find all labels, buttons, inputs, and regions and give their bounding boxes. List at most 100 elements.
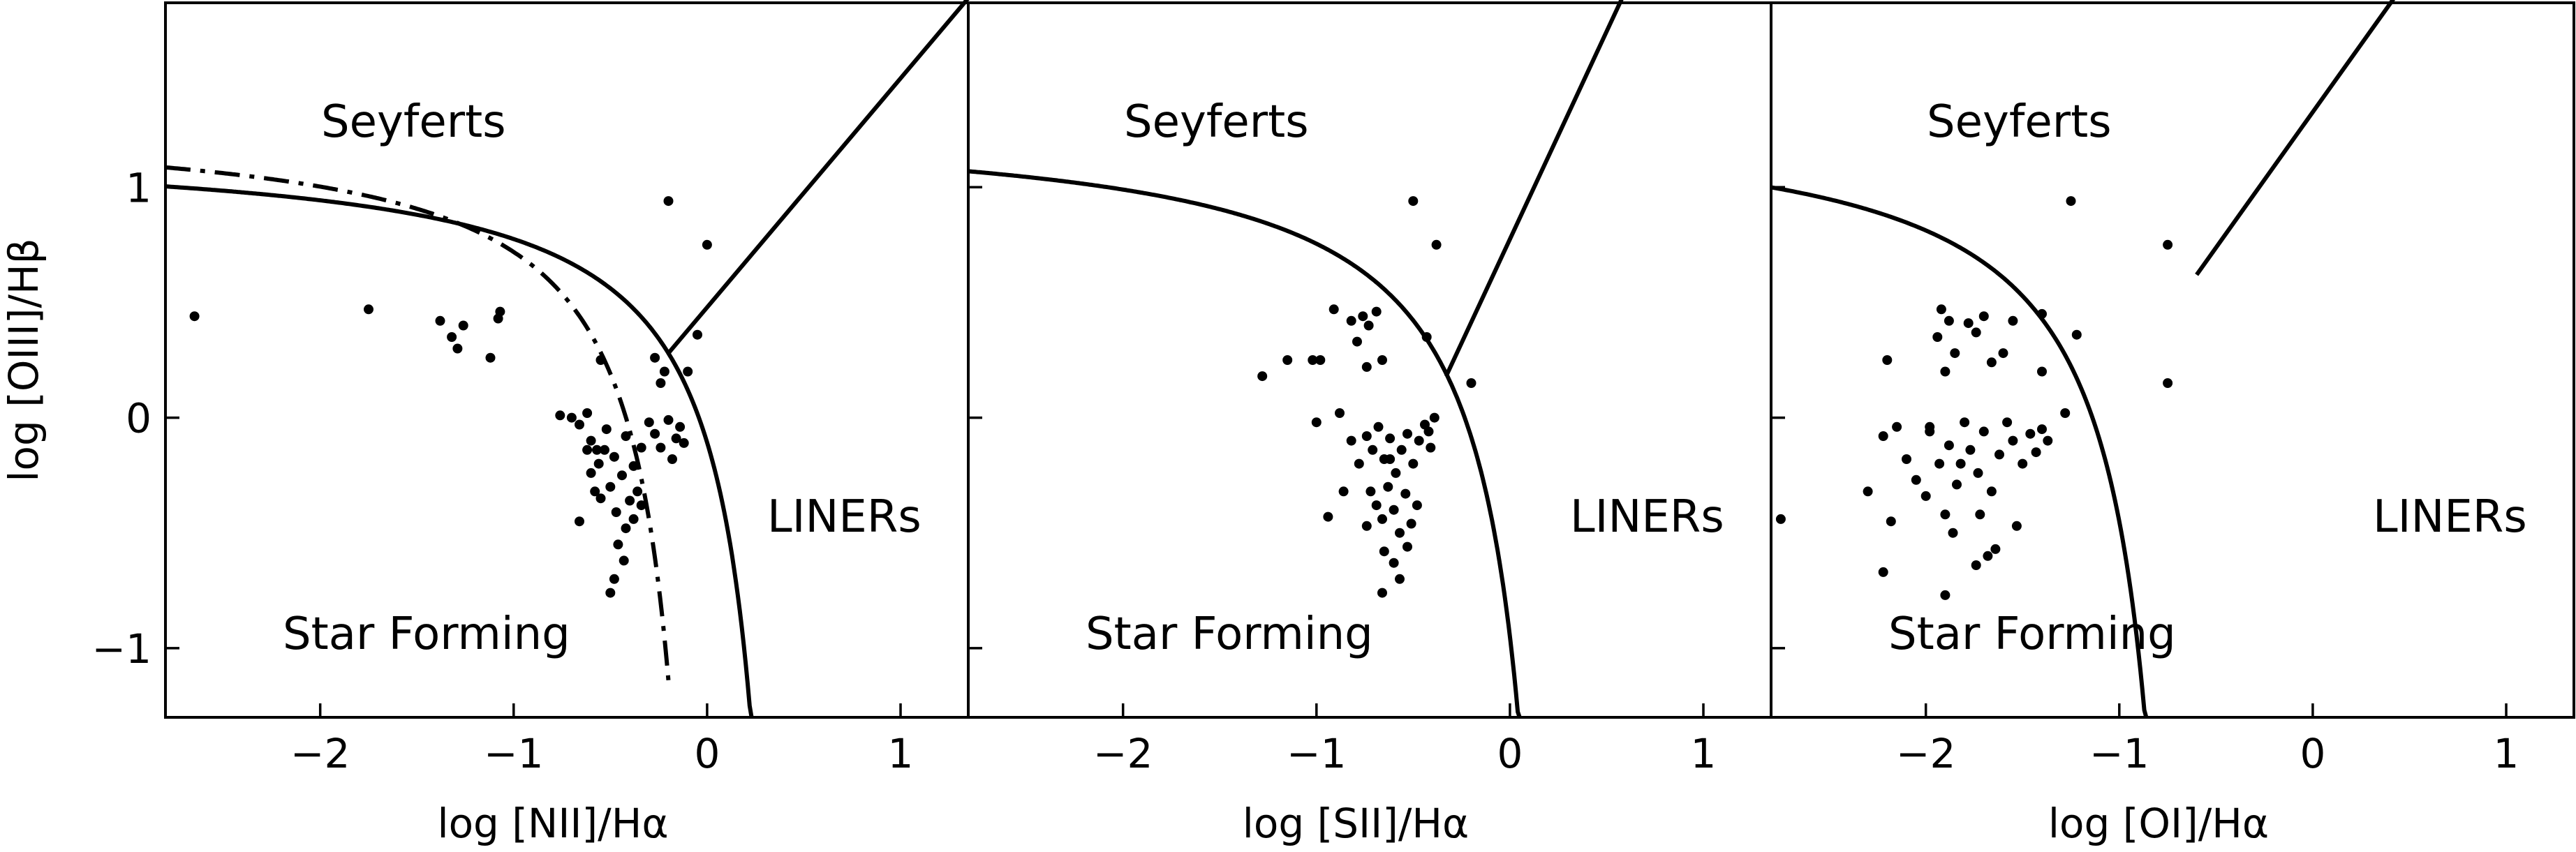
data-point	[1882, 355, 1893, 365]
data-point	[675, 421, 686, 432]
data-point	[1934, 458, 1945, 469]
data-point	[1986, 357, 1997, 368]
data-point	[1400, 488, 1411, 499]
data-point	[452, 343, 463, 354]
data-point	[1408, 196, 1419, 207]
data-point	[1902, 454, 1911, 464]
data-point	[595, 355, 606, 365]
panel-nii-ticks: −2 −1 0 1 1 0 −1	[92, 164, 914, 777]
data-point	[590, 486, 600, 497]
panel-oi-frame	[1770, 1, 2575, 719]
x-tick-label: −2	[290, 730, 350, 777]
data-point	[1878, 431, 1888, 441]
region-label-liners: LINERs	[1570, 491, 1724, 543]
data-point	[582, 408, 593, 418]
data-point	[2018, 458, 2028, 469]
data-point	[1282, 355, 1293, 365]
data-point	[1358, 311, 1368, 322]
data-point	[1426, 442, 1436, 453]
data-point	[2008, 315, 2018, 326]
data-point	[364, 304, 373, 315]
data-point	[1315, 355, 1326, 365]
data-point	[2008, 435, 2018, 446]
data-point	[1328, 304, 1339, 315]
data-point	[656, 442, 666, 453]
data-point	[1408, 458, 1419, 469]
data-point	[575, 419, 584, 430]
data-point	[600, 444, 609, 455]
data-point	[1421, 332, 1432, 342]
data-point	[625, 495, 635, 506]
region-label-star-forming: Star Forming	[283, 608, 570, 660]
data-point	[1323, 511, 1333, 522]
data-point	[1920, 491, 1931, 501]
data-point	[485, 352, 496, 363]
data-point	[2071, 329, 2082, 340]
data-point	[663, 196, 674, 207]
liner-line-curve	[667, 0, 970, 355]
data-point	[2025, 428, 2036, 439]
data-point	[650, 428, 660, 439]
data-point	[1371, 306, 1382, 317]
data-point	[1940, 590, 1950, 600]
data-point	[617, 470, 627, 481]
x-tick-label: 1	[888, 730, 914, 777]
data-point	[679, 438, 689, 448]
panel-oi-curves	[1770, 0, 2396, 718]
data-point	[628, 514, 639, 524]
data-point	[671, 433, 681, 444]
region-label-liners: LINERs	[2373, 491, 2527, 543]
data-point	[656, 378, 666, 388]
data-point	[663, 414, 674, 425]
data-point	[1346, 435, 1356, 446]
data-point	[1361, 431, 1372, 441]
panel-nii-curves	[165, 0, 970, 718]
liner-line-sii-curve	[1444, 0, 1624, 378]
data-point	[1406, 518, 1416, 529]
data-point	[1335, 408, 1345, 418]
data-point	[1990, 544, 2001, 554]
data-point	[447, 332, 457, 342]
x-tick-label: −2	[1093, 730, 1153, 777]
y-tick-label: −1	[92, 625, 152, 673]
data-point	[1431, 239, 1442, 250]
x-tick-label: −2	[1896, 730, 1956, 777]
x-tick-label: 0	[1497, 730, 1523, 777]
data-point	[1911, 474, 1921, 485]
data-point	[592, 444, 602, 455]
x-tick-label: 1	[1691, 730, 1717, 777]
data-point	[619, 555, 629, 566]
data-point	[613, 539, 623, 550]
data-point	[621, 523, 631, 534]
region-label-star-forming: Star Forming	[1888, 608, 2176, 660]
data-point	[1975, 509, 1985, 520]
data-point	[1925, 426, 1935, 437]
region-label-liners: LINERs	[767, 491, 921, 543]
data-point	[1346, 315, 1356, 326]
x-tick-label: 1	[2494, 730, 2519, 777]
data-point	[1391, 468, 1401, 478]
data-point	[1963, 318, 1974, 329]
data-point	[1950, 348, 1960, 359]
panel-sii-ticks: −2 −1 0 1	[968, 186, 1717, 777]
data-point	[1338, 486, 1349, 497]
data-point	[2060, 408, 2071, 418]
data-point	[1952, 479, 1962, 490]
data-point	[605, 588, 616, 598]
data-point	[1354, 458, 1364, 469]
data-point	[1965, 444, 1976, 455]
panel-sii: −2 −1 0 1 Seyferts LINERs Star Forming log …	[967, 0, 1772, 847]
data-point	[1385, 433, 1396, 444]
panel-nii: −2 −1 0 110−1 Seyferts LINERs Star Forming …	[0, 0, 970, 847]
data-point	[1311, 417, 1322, 428]
region-label-seyferts: Seyferts	[1927, 96, 2112, 148]
data-point	[1466, 378, 1476, 388]
y-tick-label: 0	[126, 395, 151, 442]
data-point	[586, 468, 596, 478]
data-point	[1423, 426, 1434, 437]
panel-oi-points	[1775, 196, 2173, 600]
data-point	[1377, 514, 1387, 524]
data-point	[1363, 320, 1374, 331]
data-point	[2043, 435, 2053, 446]
data-point	[1371, 500, 1382, 511]
